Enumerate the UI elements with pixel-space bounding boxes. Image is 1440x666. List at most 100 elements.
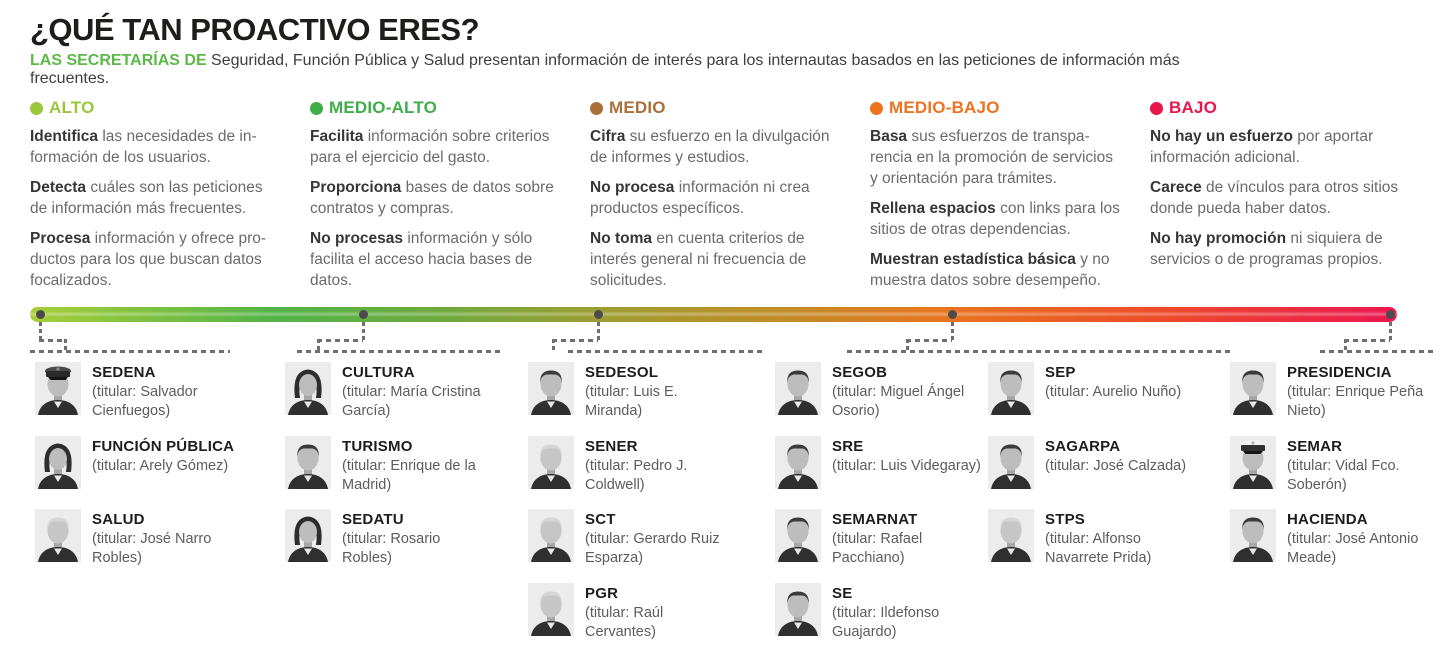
secretariat-name: PGR — [585, 584, 619, 602]
connector-line — [1344, 339, 1347, 351]
category-paragraph: Proporciona bases de datos so­bre contra… — [310, 177, 564, 219]
paragraph-text: en cuenta criterios de interés general n… — [590, 230, 807, 289]
category-header: BAJO — [1150, 98, 1404, 118]
portrait-photo — [775, 509, 821, 562]
category-medio-bajo: MEDIO-BAJO Basa sus esfuerzos de transpa… — [870, 98, 1124, 300]
paragraph-lead: Identifica — [30, 128, 99, 145]
portrait-photo — [528, 435, 574, 489]
secretariat-entry: SE (titular: Ildefonso Guajardo) — [775, 582, 993, 657]
secretariat-detail: (titular: Rosa­rio Robles) — [342, 531, 441, 566]
group-divider-line — [847, 350, 1232, 353]
category-header: ALTO — [30, 98, 284, 118]
subtitle: LAS SECRETARÍAS DE Seguridad, Función Pú… — [30, 52, 1230, 88]
category-label: MEDIO-BAJO — [889, 98, 1000, 117]
portrait-photo — [285, 509, 331, 562]
paragraph-lead: Basa — [870, 128, 908, 145]
portrait-photo — [988, 362, 1034, 415]
secretariat-detail: (titular: José Calzada) — [1045, 457, 1187, 474]
secretariat-name: SEDENA — [92, 364, 156, 381]
secretariat-name: SCT — [585, 511, 616, 528]
group-divider-line — [30, 350, 230, 353]
category-paragraph: No hay un esfuerzo por aportar informaci… — [1150, 126, 1404, 168]
category-medio-alto: MEDIO-ALTO Facilita información sobre cr… — [310, 98, 564, 300]
portrait-photo — [988, 435, 1034, 489]
paragraph-lead: Detecta — [30, 179, 86, 196]
secretariat-detail: (titular: Rafael Pacchiano) — [832, 531, 923, 566]
paragraph-text: bases de datos so­bre contratos y compra… — [310, 179, 554, 217]
scale-dot-medio-alto — [359, 310, 368, 319]
portrait-photo — [775, 435, 821, 489]
portrait-photo — [988, 509, 1034, 562]
paragraph-text: de vínculos para otros sitios donde pued… — [1150, 179, 1399, 217]
secretariat-entry: SEDENA (titular: Salvador Cienfuegos) — [35, 362, 253, 436]
paragraph-text: las necesidades de in­formación de los u… — [30, 128, 257, 166]
bajo-dot-icon — [1150, 101, 1163, 115]
portrait-photo — [775, 362, 821, 415]
secretariat-entry: SEP (titular: Aurelio Nuño) — [988, 362, 1206, 436]
paragraph-text: información sobre crite­rios para el eje… — [310, 128, 550, 166]
secretariat-entry: SEMARNAT (titular: Rafael Pacchiano) — [775, 509, 993, 583]
category-paragraph: No procesas información y sólo facilita … — [310, 228, 564, 291]
secretariat-name: SAGARPA — [1045, 437, 1121, 455]
category-paragraph: No hay promoción ni siquiera de servicio… — [1150, 228, 1404, 270]
secretariat-entry: FUNCIÓN PÚBLICA (titular: Arely Gómez) — [35, 435, 253, 510]
secretariat-entry: STPS (titular: Alfonso Navarrete Prida) — [988, 509, 1206, 583]
secretariat-detail: (titular: Arely Gómez) — [92, 457, 229, 474]
secretariat-detail: (titular: Luis E. Miranda) — [585, 384, 678, 419]
secretariat-entry: SEMAR (titular: Vidal Fco. Soberón) — [1230, 435, 1440, 510]
category-paragraph: Identifica las necesidades de in­formaci… — [30, 126, 284, 168]
secretariat-name: SE — [832, 584, 853, 602]
category-paragraph: Cifra su esfuerzo en la divulga­ción de … — [590, 126, 844, 168]
category-paragraph: Facilita información sobre crite­rios pa… — [310, 126, 564, 168]
category-header: MEDIO-ALTO — [310, 98, 564, 118]
paragraph-lead: Carece — [1150, 179, 1202, 196]
secretariat-entry: SEGOB (titular: Miguel Ángel Osorio) — [775, 362, 993, 436]
secretariat-entry: SEDESOL (titular: Luis E. Miranda) — [528, 362, 746, 436]
secretariat-name: STPS — [1045, 511, 1085, 528]
secretariat-name: TURISMO — [342, 437, 413, 455]
category-paragraph: Detecta cuáles son las peticiones de inf… — [30, 177, 284, 219]
secretariat-entry: PRESIDENCIA (titular: Enrique Peña Nieto) — [1230, 362, 1440, 436]
secretariat-entry: SCT (titular: Gerardo Ruiz Esparza) — [528, 509, 746, 583]
paragraph-lead: No hay promoción — [1150, 230, 1287, 247]
category-paragraph: Carece de vínculos para otros sitios don… — [1150, 177, 1404, 219]
paragraph-lead: Muestran estadística básica — [870, 251, 1076, 268]
group-divider-line — [568, 350, 763, 353]
secretariat-detail: (titular: Salvador Cienfuegos) — [92, 384, 198, 419]
connector-line — [951, 322, 954, 340]
secretariat-name: SEGOB — [832, 364, 888, 381]
portrait-photo — [1230, 362, 1276, 415]
secretariat-detail: (titular: Enrique Peña Nieto) — [1287, 384, 1424, 419]
secretariat-detail: (titular: José Antonio Meade) — [1287, 531, 1419, 566]
secretariat-name: PRESIDENCIA — [1287, 364, 1392, 381]
category-paragraph: No toma en cuenta criterios de interés g… — [590, 228, 844, 291]
secretariat-name: SALUD — [92, 511, 145, 528]
secretariat-entry: SAGARPA (titular: José Calzada) — [988, 435, 1206, 510]
scale-dot-alto — [36, 310, 45, 319]
secretariat-entry: CULTURA (titular: María Cristina García) — [285, 362, 503, 436]
secretariat-detail: (titular: Luis Videgaray) — [832, 457, 981, 474]
secretariat-detail: (titular: Ildefonso Guajardo) — [832, 604, 940, 640]
secretariat-entry: SALUD (titular: José Narro Robles) — [35, 509, 253, 583]
paragraph-text: información y sólo facilita el acceso ha… — [310, 230, 533, 289]
portrait-photo — [35, 362, 81, 415]
alto-dot-icon — [30, 101, 43, 115]
connector-line — [362, 322, 365, 340]
medio-bajo-dot-icon — [870, 101, 883, 115]
group-divider-line — [297, 350, 503, 353]
proactivity-scale-bar — [30, 307, 1397, 322]
group-medio: SEDESOL (titular: Luis E. Miranda) SENER (… — [528, 362, 746, 656]
secretariat-detail: (titular: Pedro J. Coldwell) — [585, 457, 688, 493]
category-alto: ALTO Identifica las necesidades de in­fo… — [30, 98, 284, 300]
group-medio-alto: CULTURA (titular: María Cristina García) … — [285, 362, 503, 583]
secretariat-entry: HACIENDA (titular: José Antonio Meade) — [1230, 509, 1440, 583]
connector-line — [317, 339, 363, 342]
paragraph-text: sus esfuerzos de transpa­rencia en la pr… — [870, 128, 1113, 187]
connector-line — [906, 339, 952, 342]
connector-line — [906, 339, 909, 351]
paragraph-lead: Rellena espacios — [870, 200, 996, 217]
connector-line — [1344, 339, 1390, 342]
connector-line — [39, 339, 67, 342]
secretariat-entry: PGR (titular: Raúl Cervantes) — [528, 582, 746, 657]
paragraph-text: cuáles son las peticiones de información… — [30, 179, 263, 217]
